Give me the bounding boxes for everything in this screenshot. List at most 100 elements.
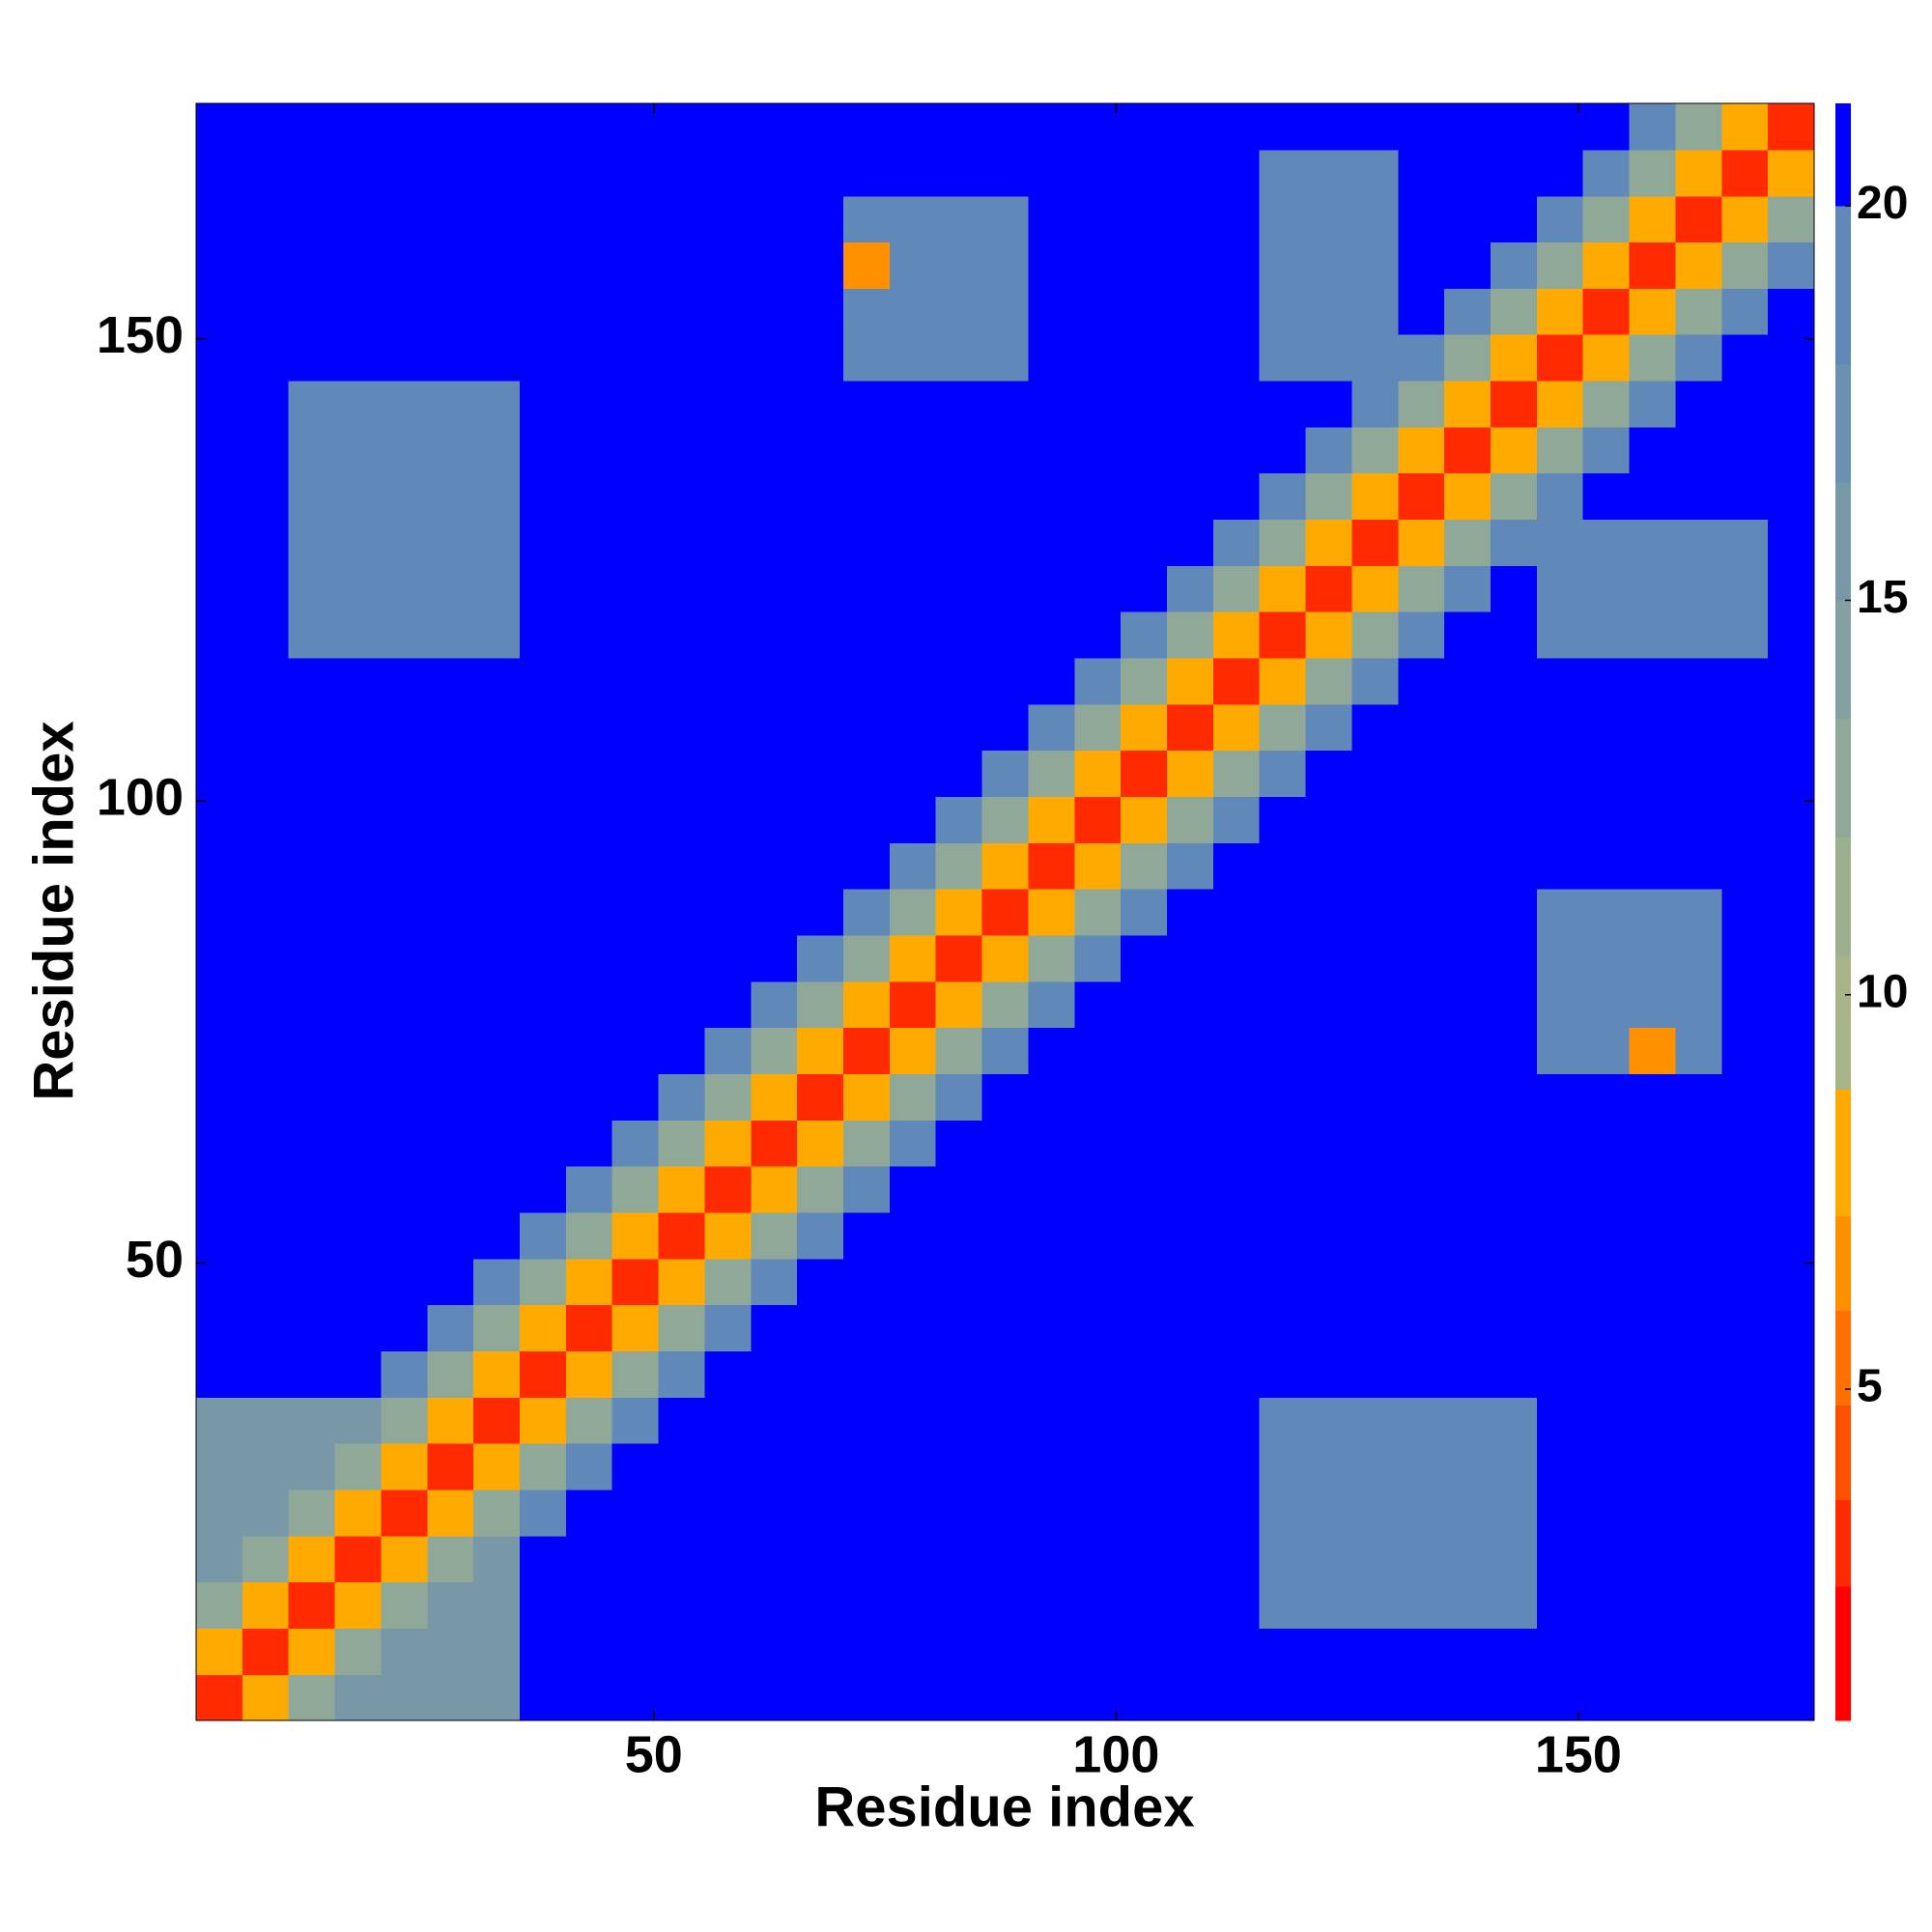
heatmap-cell xyxy=(1305,195,1353,243)
heatmap-cell xyxy=(797,242,844,289)
heatmap-cell xyxy=(889,1397,937,1444)
heatmap-cell xyxy=(1212,980,1261,1029)
heatmap-cell xyxy=(658,1443,706,1491)
heatmap-cell xyxy=(520,703,567,752)
heatmap-cell xyxy=(935,934,983,982)
heatmap-cell xyxy=(473,1489,521,1537)
heatmap-cell xyxy=(242,796,290,843)
heatmap-cell xyxy=(1305,703,1353,752)
heatmap-cell xyxy=(1121,103,1168,151)
heatmap-cell xyxy=(1491,611,1538,659)
heatmap-cell xyxy=(520,149,567,197)
heatmap-cell xyxy=(288,472,336,521)
heatmap-cell xyxy=(658,380,706,428)
heatmap-cell xyxy=(1398,1674,1445,1721)
heatmap-cell xyxy=(751,1489,798,1537)
heatmap-cell xyxy=(1582,1166,1631,1213)
heatmap-cell xyxy=(1582,1535,1631,1583)
heatmap-cell xyxy=(334,796,383,843)
heatmap-cell xyxy=(520,611,567,659)
heatmap-cell xyxy=(1444,1443,1492,1491)
heatmap-cell xyxy=(1167,934,1214,982)
heatmap-cell xyxy=(797,703,844,752)
colorbar-segment xyxy=(1835,600,1851,720)
heatmap-cell xyxy=(1768,1073,1815,1121)
heatmap-cell xyxy=(520,657,567,705)
heatmap-cell xyxy=(288,796,336,843)
heatmap-cell xyxy=(1074,1027,1122,1074)
heatmap-cell xyxy=(658,565,706,612)
heatmap-cell xyxy=(427,1443,474,1491)
colorbar-tick-label: 15 xyxy=(1857,572,1908,623)
heatmap-cell xyxy=(288,1350,336,1398)
heatmap-cell xyxy=(242,334,290,382)
heatmap-cell xyxy=(1259,842,1307,890)
heatmap-cell xyxy=(1259,519,1307,566)
heatmap-cell xyxy=(1721,195,1769,243)
heatmap-cell xyxy=(981,426,1030,474)
heatmap-cell xyxy=(1768,842,1815,890)
heatmap-cell xyxy=(1398,1211,1445,1260)
heatmap-cell xyxy=(935,1535,983,1583)
heatmap-cell xyxy=(611,472,660,521)
heatmap-cell xyxy=(1212,1304,1261,1351)
heatmap-cell xyxy=(242,611,290,659)
heatmap-cell xyxy=(1028,1397,1075,1444)
heatmap-cell xyxy=(751,288,798,335)
heatmap-cell xyxy=(565,242,613,289)
heatmap-cell xyxy=(1675,472,1722,521)
heatmap-cell xyxy=(751,1674,798,1721)
heatmap-cell xyxy=(1721,1304,1769,1351)
heatmap-cell xyxy=(1398,288,1445,335)
heatmap-cell xyxy=(1167,472,1214,521)
heatmap-cell xyxy=(1398,889,1445,936)
heatmap-cell xyxy=(1582,334,1631,382)
heatmap-cell xyxy=(1675,1674,1722,1721)
heatmap-cell xyxy=(1074,1443,1122,1491)
heatmap-cell xyxy=(1582,565,1631,612)
heatmap-cell xyxy=(1536,334,1584,382)
heatmap-cell xyxy=(381,1258,428,1306)
heatmap-cell xyxy=(658,611,706,659)
heatmap-cell xyxy=(520,1350,567,1398)
heatmap-cell xyxy=(242,1674,290,1721)
heatmap-cell xyxy=(520,1489,567,1537)
heatmap-cell xyxy=(1629,796,1677,843)
heatmap-cell xyxy=(658,842,706,890)
heatmap-cell xyxy=(1582,195,1631,243)
y-tick-label: 150 xyxy=(97,306,184,364)
heatmap-cell xyxy=(704,796,752,843)
heatmap-cell xyxy=(427,1166,474,1213)
heatmap-cell xyxy=(473,565,521,612)
heatmap-cell xyxy=(520,1581,567,1629)
heatmap-cell xyxy=(843,842,891,890)
heatmap-cell xyxy=(704,889,752,936)
heatmap-cell xyxy=(797,1073,844,1121)
heatmap-cell xyxy=(473,426,521,474)
heatmap-cell xyxy=(1491,750,1538,798)
heatmap-cell xyxy=(981,519,1030,566)
heatmap-cell xyxy=(1074,796,1122,843)
heatmap-cell xyxy=(658,426,706,474)
heatmap-cell xyxy=(751,1211,798,1260)
heatmap-cell xyxy=(935,1258,983,1306)
heatmap-cell xyxy=(1121,657,1168,705)
heatmap-cell xyxy=(473,1674,521,1721)
heatmap-cell xyxy=(1028,889,1075,936)
heatmap-cell xyxy=(1167,1027,1214,1074)
heatmap-cell xyxy=(751,1581,798,1629)
heatmap-cell xyxy=(334,195,383,243)
heatmap-cell xyxy=(473,796,521,843)
heatmap-cell xyxy=(381,1489,428,1537)
heatmap-cell xyxy=(1121,750,1168,798)
heatmap-cell xyxy=(565,980,613,1029)
heatmap-cell xyxy=(196,1535,243,1583)
heatmap-cell xyxy=(611,1211,660,1260)
heatmap-cell xyxy=(658,1674,706,1721)
heatmap-cell xyxy=(1028,1350,1075,1398)
heatmap-cell xyxy=(1259,103,1307,151)
heatmap-cell xyxy=(889,195,937,243)
heatmap-cell xyxy=(843,519,891,566)
heatmap-cell xyxy=(1491,103,1538,151)
heatmap-cell xyxy=(1398,1304,1445,1351)
